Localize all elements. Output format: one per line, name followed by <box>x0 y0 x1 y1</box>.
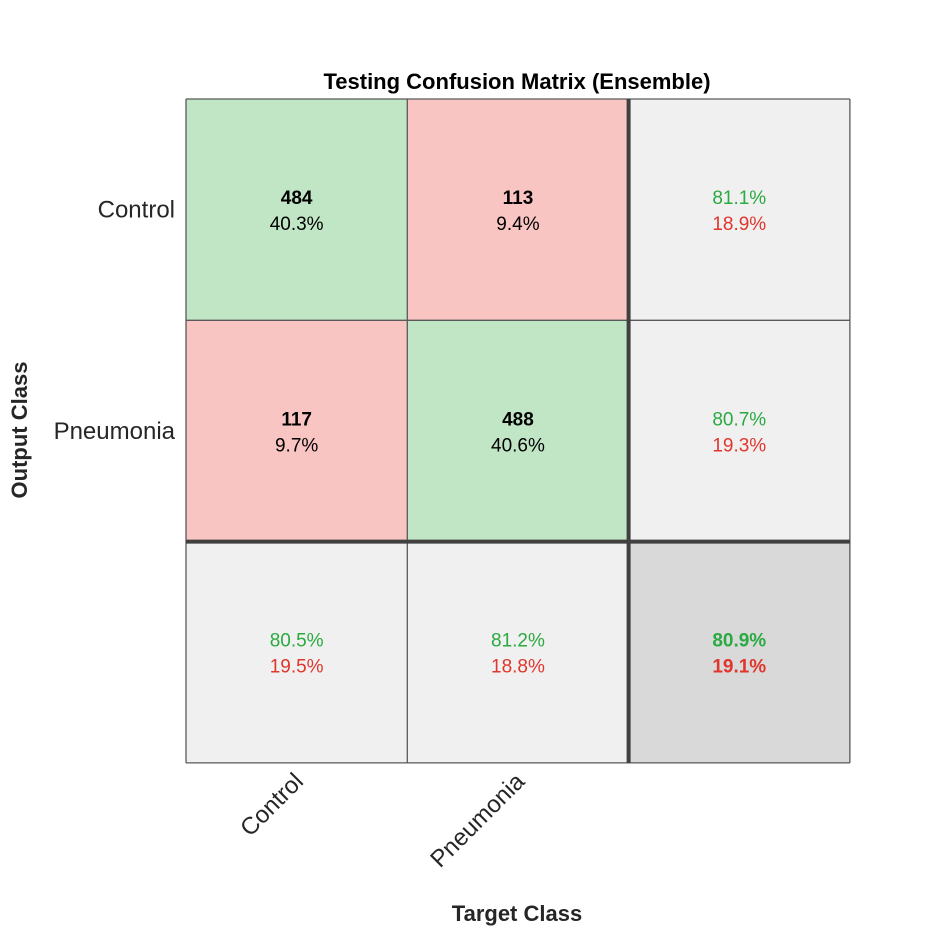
overall-incorrect: 19.1% <box>712 657 766 678</box>
matrix-cells <box>186 99 850 763</box>
row-summary-correct: 81.1% <box>712 188 766 209</box>
overall-accuracy-cell <box>628 541 850 763</box>
column-summary-incorrect: 18.8% <box>491 657 545 678</box>
cell-percent: 9.4% <box>496 214 539 235</box>
row-summary-correct: 80.7% <box>712 409 766 430</box>
y-tick-label: Pneumonia <box>54 418 176 445</box>
column-summary-correct: 81.2% <box>491 631 545 652</box>
cell-count: 117 <box>281 409 312 430</box>
correct-cell <box>407 320 629 542</box>
x-axis-label: Target Class <box>452 901 582 926</box>
overall-correct: 80.9% <box>712 631 766 652</box>
incorrect-cell <box>186 320 408 542</box>
cell-percent: 40.6% <box>491 435 545 456</box>
summary-cell <box>407 541 629 763</box>
y-tick-label: Control <box>98 197 175 224</box>
row-summary-incorrect: 19.3% <box>712 435 766 456</box>
cell-count: 484 <box>281 188 313 209</box>
y-axis-label: Output Class <box>7 362 32 499</box>
cell-count: 113 <box>503 188 534 209</box>
column-summary-correct: 80.5% <box>270 631 324 652</box>
summary-cell <box>628 320 850 542</box>
cell-count: 488 <box>502 409 534 430</box>
matrix-cell-labels: 484 40.3% 113 9.4% 81.1% 18.9% 117 9.7% 488 40.6%… <box>270 188 767 678</box>
x-tick-label: Control <box>235 768 309 842</box>
chart-title: Testing Confusion Matrix (Ensemble) <box>323 69 710 94</box>
correct-cell <box>186 99 408 321</box>
x-tick-label: Pneumonia <box>425 768 530 873</box>
incorrect-cell <box>407 99 629 321</box>
row-summary-incorrect: 18.9% <box>712 214 766 235</box>
column-summary-incorrect: 19.5% <box>270 657 324 678</box>
cell-percent: 40.3% <box>270 214 324 235</box>
summary-cell <box>186 541 408 763</box>
cell-percent: 9.7% <box>275 435 318 456</box>
summary-cell <box>628 99 850 321</box>
matrix-grid <box>185 98 851 764</box>
